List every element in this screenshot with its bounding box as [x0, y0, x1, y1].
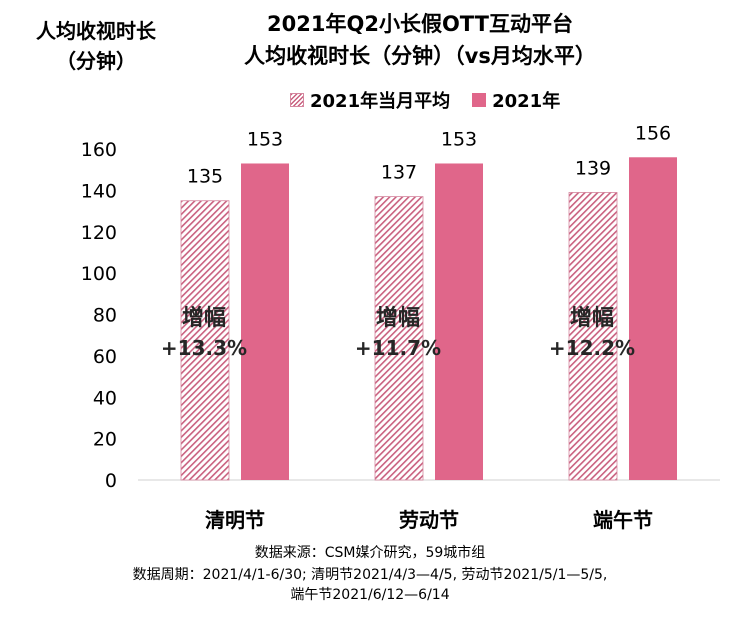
legend: 2021年当月平均 2021年: [290, 86, 582, 114]
x-category-label: 端午节: [593, 508, 653, 532]
bar-holiday: [629, 157, 677, 480]
y-tick-label: 120: [81, 222, 117, 244]
growth-label: 增幅: [376, 305, 420, 331]
chart-title: 2021年Q2小长假OTT互动平台 人均收视时长（分钟）（vs月均水平）: [200, 8, 640, 72]
bar-value-label: 135: [187, 166, 223, 188]
bar-holiday: [241, 163, 289, 480]
legend-label-holiday: 2021年: [492, 91, 561, 112]
footer-source: 数据来源：CSM媒介研究，59城市组: [254, 545, 486, 561]
label-layer: 135 153 清明节 增幅 +13.3% 137 153 劳动节 增幅 +11.7% 139 156…: [161, 122, 671, 532]
bar-monthly-average: [568, 192, 618, 481]
growth-value: +12.2%: [549, 336, 635, 360]
x-category-label: 清明节: [205, 508, 265, 532]
chart-title-line2: 人均收视时长（分钟）（vs月均水平）: [244, 44, 596, 68]
y-tick-label: 40: [93, 387, 117, 409]
axis-layer: 0 20 40 60 80 100 120 140 160: [81, 139, 720, 492]
legend-label-monthly-average: 2021年当月平均: [310, 91, 451, 112]
footer-period: 数据周期：2021/4/1-6/30; 清明节2021/4/3—4/5, 劳动节…: [132, 567, 608, 583]
legend-swatch-hatched: [290, 93, 304, 107]
growth-label: 增幅: [570, 305, 614, 331]
y-tick-label: 20: [93, 429, 117, 451]
growth-label: 增幅: [182, 305, 226, 331]
y-axis-title: 人均收视时长 （分钟）: [36, 16, 156, 76]
y-tick-label: 80: [93, 305, 117, 327]
y-tick-label: 100: [81, 263, 117, 285]
y-tick-label: 160: [81, 139, 117, 161]
legend-swatch-solid: [472, 93, 487, 107]
bar-value-label: 153: [247, 128, 283, 150]
y-tick-label: 0: [105, 470, 117, 492]
y-tick-label: 140: [81, 180, 117, 202]
bar-holiday: [435, 163, 483, 480]
y-axis-title-line2: （分钟）: [56, 49, 136, 73]
x-category-label: 劳动节: [399, 508, 459, 532]
legend-item-monthly-average: 2021年当月平均: [290, 87, 450, 113]
bar-value-label: 153: [441, 128, 477, 150]
bar-monthly-average: [374, 196, 424, 481]
footer-period-continued: 端午节2021/6/12—6/14: [290, 587, 450, 603]
bar-value-label: 137: [381, 162, 417, 184]
bar-value-label: 156: [635, 122, 671, 144]
growth-value: +11.7%: [355, 336, 441, 360]
chart-title-line1: 2021年Q2小长假OTT互动平台: [267, 12, 573, 36]
y-tick-label: 60: [93, 346, 117, 368]
growth-value: +13.3%: [161, 336, 247, 360]
bar-value-label: 139: [575, 157, 611, 179]
y-axis-title-line1: 人均收视时长: [36, 19, 156, 43]
legend-item-holiday: 2021年: [472, 87, 560, 113]
bar-monthly-average: [180, 200, 230, 481]
bar-layer: [180, 157, 677, 481]
